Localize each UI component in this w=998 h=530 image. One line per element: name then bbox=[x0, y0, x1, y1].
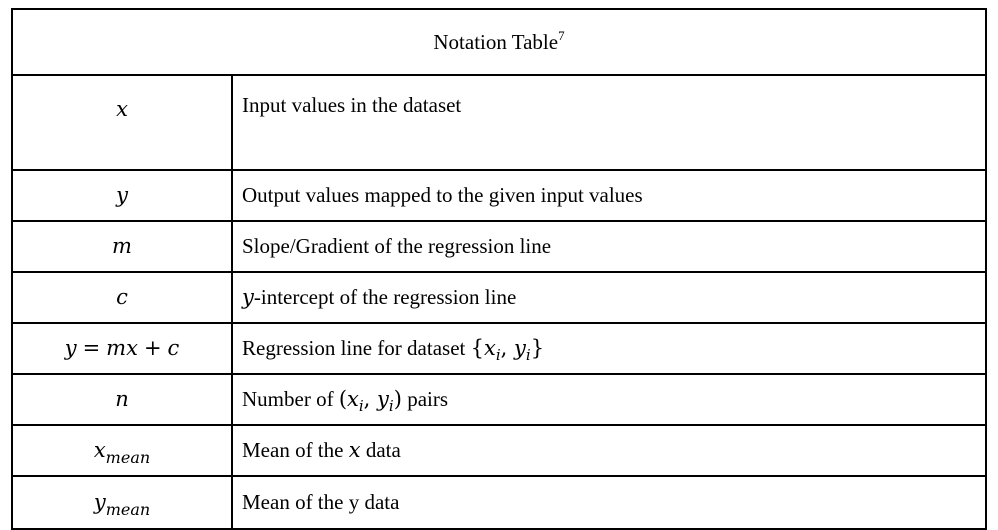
symbol-part: mx bbox=[106, 336, 138, 360]
table-row: y = mx + c Regression line for dataset {xi, … bbox=[11, 322, 987, 375]
symbol-cell: m bbox=[11, 220, 233, 273]
description-cell: Output values mapped to the given input … bbox=[231, 169, 987, 222]
description-pre: Number of bbox=[242, 387, 334, 411]
description: Mean of the y data bbox=[242, 490, 400, 514]
symbol-cell: c bbox=[11, 271, 233, 324]
description-cell: Mean of the x data bbox=[231, 424, 987, 477]
symbol-subscript: mean bbox=[105, 448, 151, 467]
description: Slope/Gradient of the regression line bbox=[242, 234, 552, 258]
symbol-base: x bbox=[93, 438, 106, 462]
table-title-footnote: 7 bbox=[558, 27, 565, 43]
description: -intercept of the regression line bbox=[253, 285, 517, 309]
description-cell: Regression line for dataset {xi, yi} bbox=[231, 322, 987, 375]
description-math: (xi, yi) bbox=[338, 387, 402, 415]
symbol-part: y bbox=[64, 336, 77, 360]
description-variable: y bbox=[242, 285, 254, 309]
symbol-cell: ymean bbox=[11, 475, 233, 530]
symbol-cell: y bbox=[11, 169, 233, 222]
description: Input values in the dataset bbox=[242, 93, 462, 117]
description-cell: Number of (xi, yi) pairs bbox=[231, 373, 987, 426]
description-post: data bbox=[365, 438, 401, 462]
symbol-cell: y = mx + c bbox=[11, 322, 233, 375]
description-post: pairs bbox=[407, 387, 449, 411]
symbol-cell: x bbox=[11, 74, 233, 171]
description-variable: x bbox=[348, 438, 361, 462]
symbol: y bbox=[116, 183, 128, 207]
table-title-cell: Notation Table7 bbox=[11, 8, 987, 76]
description: Output values mapped to the given input … bbox=[242, 183, 643, 207]
symbol-cell: xmean bbox=[11, 424, 233, 477]
symbol-cell: n bbox=[11, 373, 233, 426]
table-row: m Slope/Gradient of the regression line bbox=[11, 220, 987, 273]
table-title: Notation Table bbox=[433, 29, 559, 54]
symbol-operator: = bbox=[82, 336, 101, 360]
symbol-part: c bbox=[167, 336, 180, 360]
symbol-operator: + bbox=[143, 336, 162, 360]
table-header-row: Notation Table7 bbox=[11, 8, 987, 76]
table-row: c y-intercept of the regression line bbox=[11, 271, 987, 324]
description: Regression line for dataset bbox=[242, 336, 466, 360]
table-row: xmean Mean of the x data bbox=[11, 424, 987, 477]
table-row: n Number of (xi, yi) pairs bbox=[11, 373, 987, 426]
description-cell: Mean of the y data bbox=[231, 475, 987, 530]
table-row: ymean Mean of the y data bbox=[11, 475, 987, 530]
table-row: y Output values mapped to the given inpu… bbox=[11, 169, 987, 222]
description-cell: Slope/Gradient of the regression line bbox=[231, 220, 987, 273]
symbol-base: y bbox=[93, 490, 106, 514]
description-cell: Input values in the dataset bbox=[231, 74, 987, 171]
symbol: m bbox=[112, 234, 132, 258]
symbol: c bbox=[116, 285, 128, 309]
description-pre: Mean of the bbox=[242, 438, 344, 462]
symbol-subscript: mean bbox=[105, 500, 151, 519]
description-cell: y-intercept of the regression line bbox=[231, 271, 987, 324]
notation-table: Notation Table7 x Input values in the da… bbox=[11, 8, 987, 530]
description-math: {xi, yi} bbox=[470, 336, 545, 364]
symbol: x bbox=[116, 97, 128, 121]
symbol: n bbox=[115, 387, 129, 411]
table-row: x Input values in the dataset bbox=[11, 74, 987, 171]
